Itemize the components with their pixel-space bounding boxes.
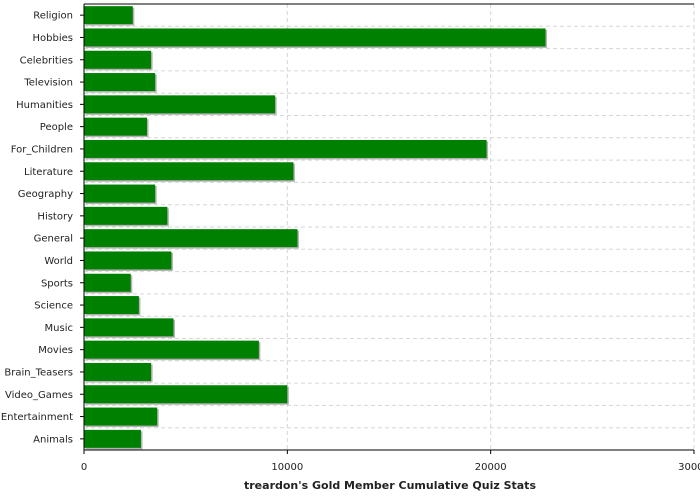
category-label: Movies [38, 345, 73, 356]
category-label: Entertainment [1, 412, 73, 423]
x-tick-label: 20000 [475, 462, 507, 473]
bar-literature [84, 162, 294, 181]
category-label: Music [45, 323, 73, 334]
bar-world [84, 251, 172, 270]
bar-for-children [84, 139, 487, 158]
x-tick-label: 0 [81, 462, 87, 473]
category-label: Brain_Teasers [4, 367, 73, 378]
category-label: Science [34, 301, 73, 312]
x-tick-labels: 0 10000 20000 30000 [81, 462, 700, 473]
bar-television [84, 73, 156, 92]
category-label: For_Children [11, 144, 73, 155]
bar-general [84, 229, 298, 248]
category-labels: Religion Hobbies Celebrities Television Huma… [1, 11, 73, 446]
bar-religion [84, 6, 133, 25]
category-label: History [37, 211, 73, 222]
bar-people [84, 117, 148, 136]
bar-movies [84, 340, 259, 359]
category-label: Hobbies [33, 33, 73, 44]
category-label: World [44, 256, 73, 267]
x-tick-label: 10000 [271, 462, 303, 473]
axes [80, 3, 695, 454]
category-label: Geography [18, 189, 73, 200]
bar-hobbies [84, 28, 546, 47]
bar-history [84, 206, 168, 225]
category-label: People [40, 122, 73, 133]
category-label: Celebrities [20, 55, 73, 66]
category-label: Video_Games [5, 390, 73, 401]
category-label: Television [23, 78, 73, 89]
bars [84, 6, 548, 450]
category-label: Humanities [16, 100, 73, 111]
bar-animals [84, 429, 141, 448]
category-label: Sports [41, 278, 73, 289]
x-axis-title: treardon's Gold Member Cumulative Quiz S… [244, 479, 536, 492]
bar-entertainment [84, 407, 158, 426]
bar-humanities [84, 95, 276, 114]
bar-video-games [84, 385, 288, 404]
x-tick-label: 30000 [678, 462, 700, 473]
category-label: Animals [33, 434, 73, 445]
category-label: General [34, 234, 73, 245]
bar-sports [84, 273, 131, 292]
category-label: Religion [33, 11, 73, 22]
category-label: Literature [24, 167, 73, 178]
gridlines [83, 3, 695, 451]
bar-brain-teasers [84, 362, 152, 381]
bar-science [84, 296, 139, 315]
bar-geography [84, 184, 156, 203]
bar-celebrities [84, 50, 152, 69]
bar-music [84, 318, 174, 337]
